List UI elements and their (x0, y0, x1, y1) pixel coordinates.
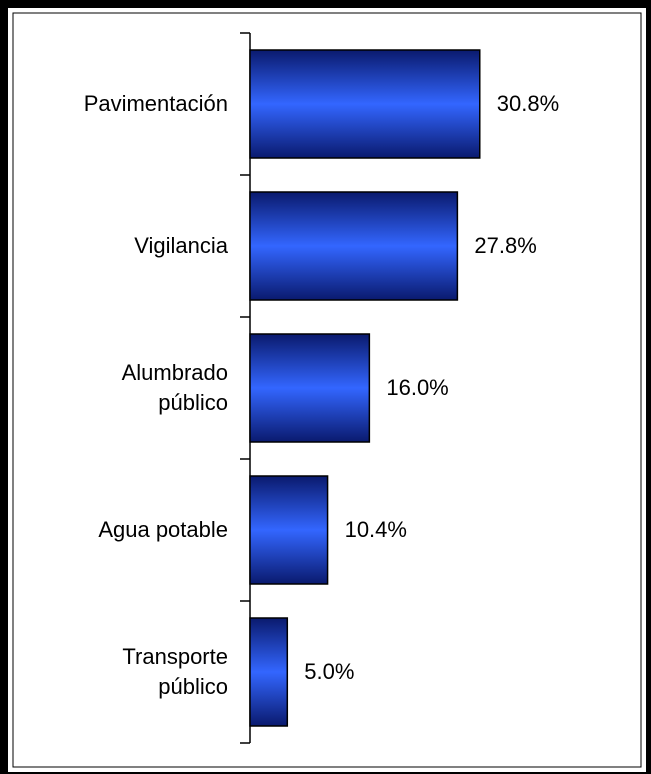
value-label: 10.4% (344, 517, 407, 542)
category-label: Transporte público (122, 644, 228, 699)
bar (249, 475, 329, 585)
frame-line (12, 12, 642, 768)
value-label: 16.0% (386, 375, 449, 400)
bar (249, 333, 371, 443)
value-label: 30.8% (496, 91, 560, 116)
category-label: Pavimentación (83, 91, 228, 116)
category-label: Vigilancia (134, 233, 228, 258)
category-label: Alumbrado público (121, 360, 228, 415)
value-label: 5.0% (304, 659, 355, 684)
bar (249, 191, 459, 301)
value-label: 27.8% (474, 233, 537, 258)
bar (249, 49, 481, 159)
category-label: Agua potable (98, 517, 228, 542)
bar (249, 617, 289, 727)
